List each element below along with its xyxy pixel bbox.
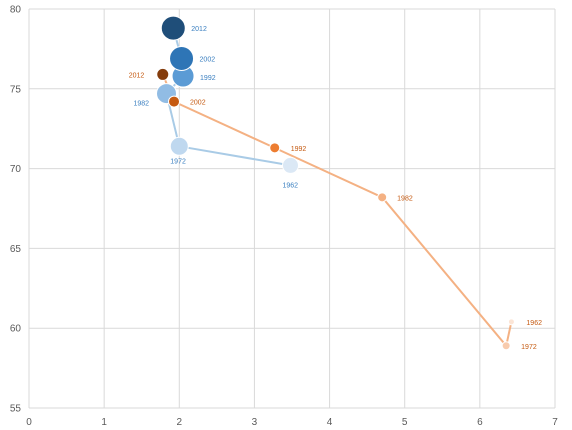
data-label: 1982 <box>397 195 413 202</box>
x-tick-label: 7 <box>552 417 558 428</box>
series-line <box>161 74 513 349</box>
data-label: 1992 <box>200 75 216 82</box>
data-bubble <box>507 318 515 326</box>
data-bubble <box>160 15 186 41</box>
x-tick-label: 3 <box>252 417 258 428</box>
data-label: 2012 <box>191 26 207 33</box>
x-tick-label: 5 <box>402 417 408 428</box>
data-bubble <box>169 136 189 156</box>
y-tick-label: 70 <box>10 164 22 175</box>
data-bubble <box>269 142 281 154</box>
y-tick-label: 80 <box>10 5 22 16</box>
data-label: 1962 <box>526 320 542 327</box>
y-tick-label: 55 <box>10 404 22 415</box>
y-tick-label: 75 <box>10 84 22 95</box>
grid <box>28 8 556 409</box>
x-tick-label: 2 <box>177 417 183 428</box>
data-label: 1972 <box>170 158 186 165</box>
data-label: 1982 <box>134 101 150 108</box>
y-tick-label: 60 <box>10 324 22 335</box>
data-label: 1992 <box>291 146 307 153</box>
data-label: 1962 <box>282 182 298 189</box>
data-label: 2012 <box>129 72 145 79</box>
data-label: 1972 <box>521 344 537 351</box>
x-tick-label: 6 <box>477 417 483 428</box>
data-label: 2002 <box>200 56 216 63</box>
data-bubble <box>168 95 181 108</box>
axes: 0 1 2 3 4 5 6 7 55 60 65 70 75 80 <box>10 5 558 429</box>
data-bubble <box>501 341 511 351</box>
data-bubble <box>377 192 388 203</box>
y-tick-label: 65 <box>10 244 22 255</box>
x-tick-label: 1 <box>101 417 107 428</box>
x-tick-label: 0 <box>26 417 32 428</box>
data-bubble <box>281 156 299 174</box>
data-points <box>156 15 515 351</box>
data-labels: 1962 1972 1982 1992 2002 2012 1962 1972 1982 1992… <box>129 26 542 351</box>
data-bubble <box>156 67 170 81</box>
data-bubble <box>169 45 195 71</box>
data-label: 2002 <box>190 100 206 107</box>
x-tick-label: 4 <box>327 417 333 428</box>
